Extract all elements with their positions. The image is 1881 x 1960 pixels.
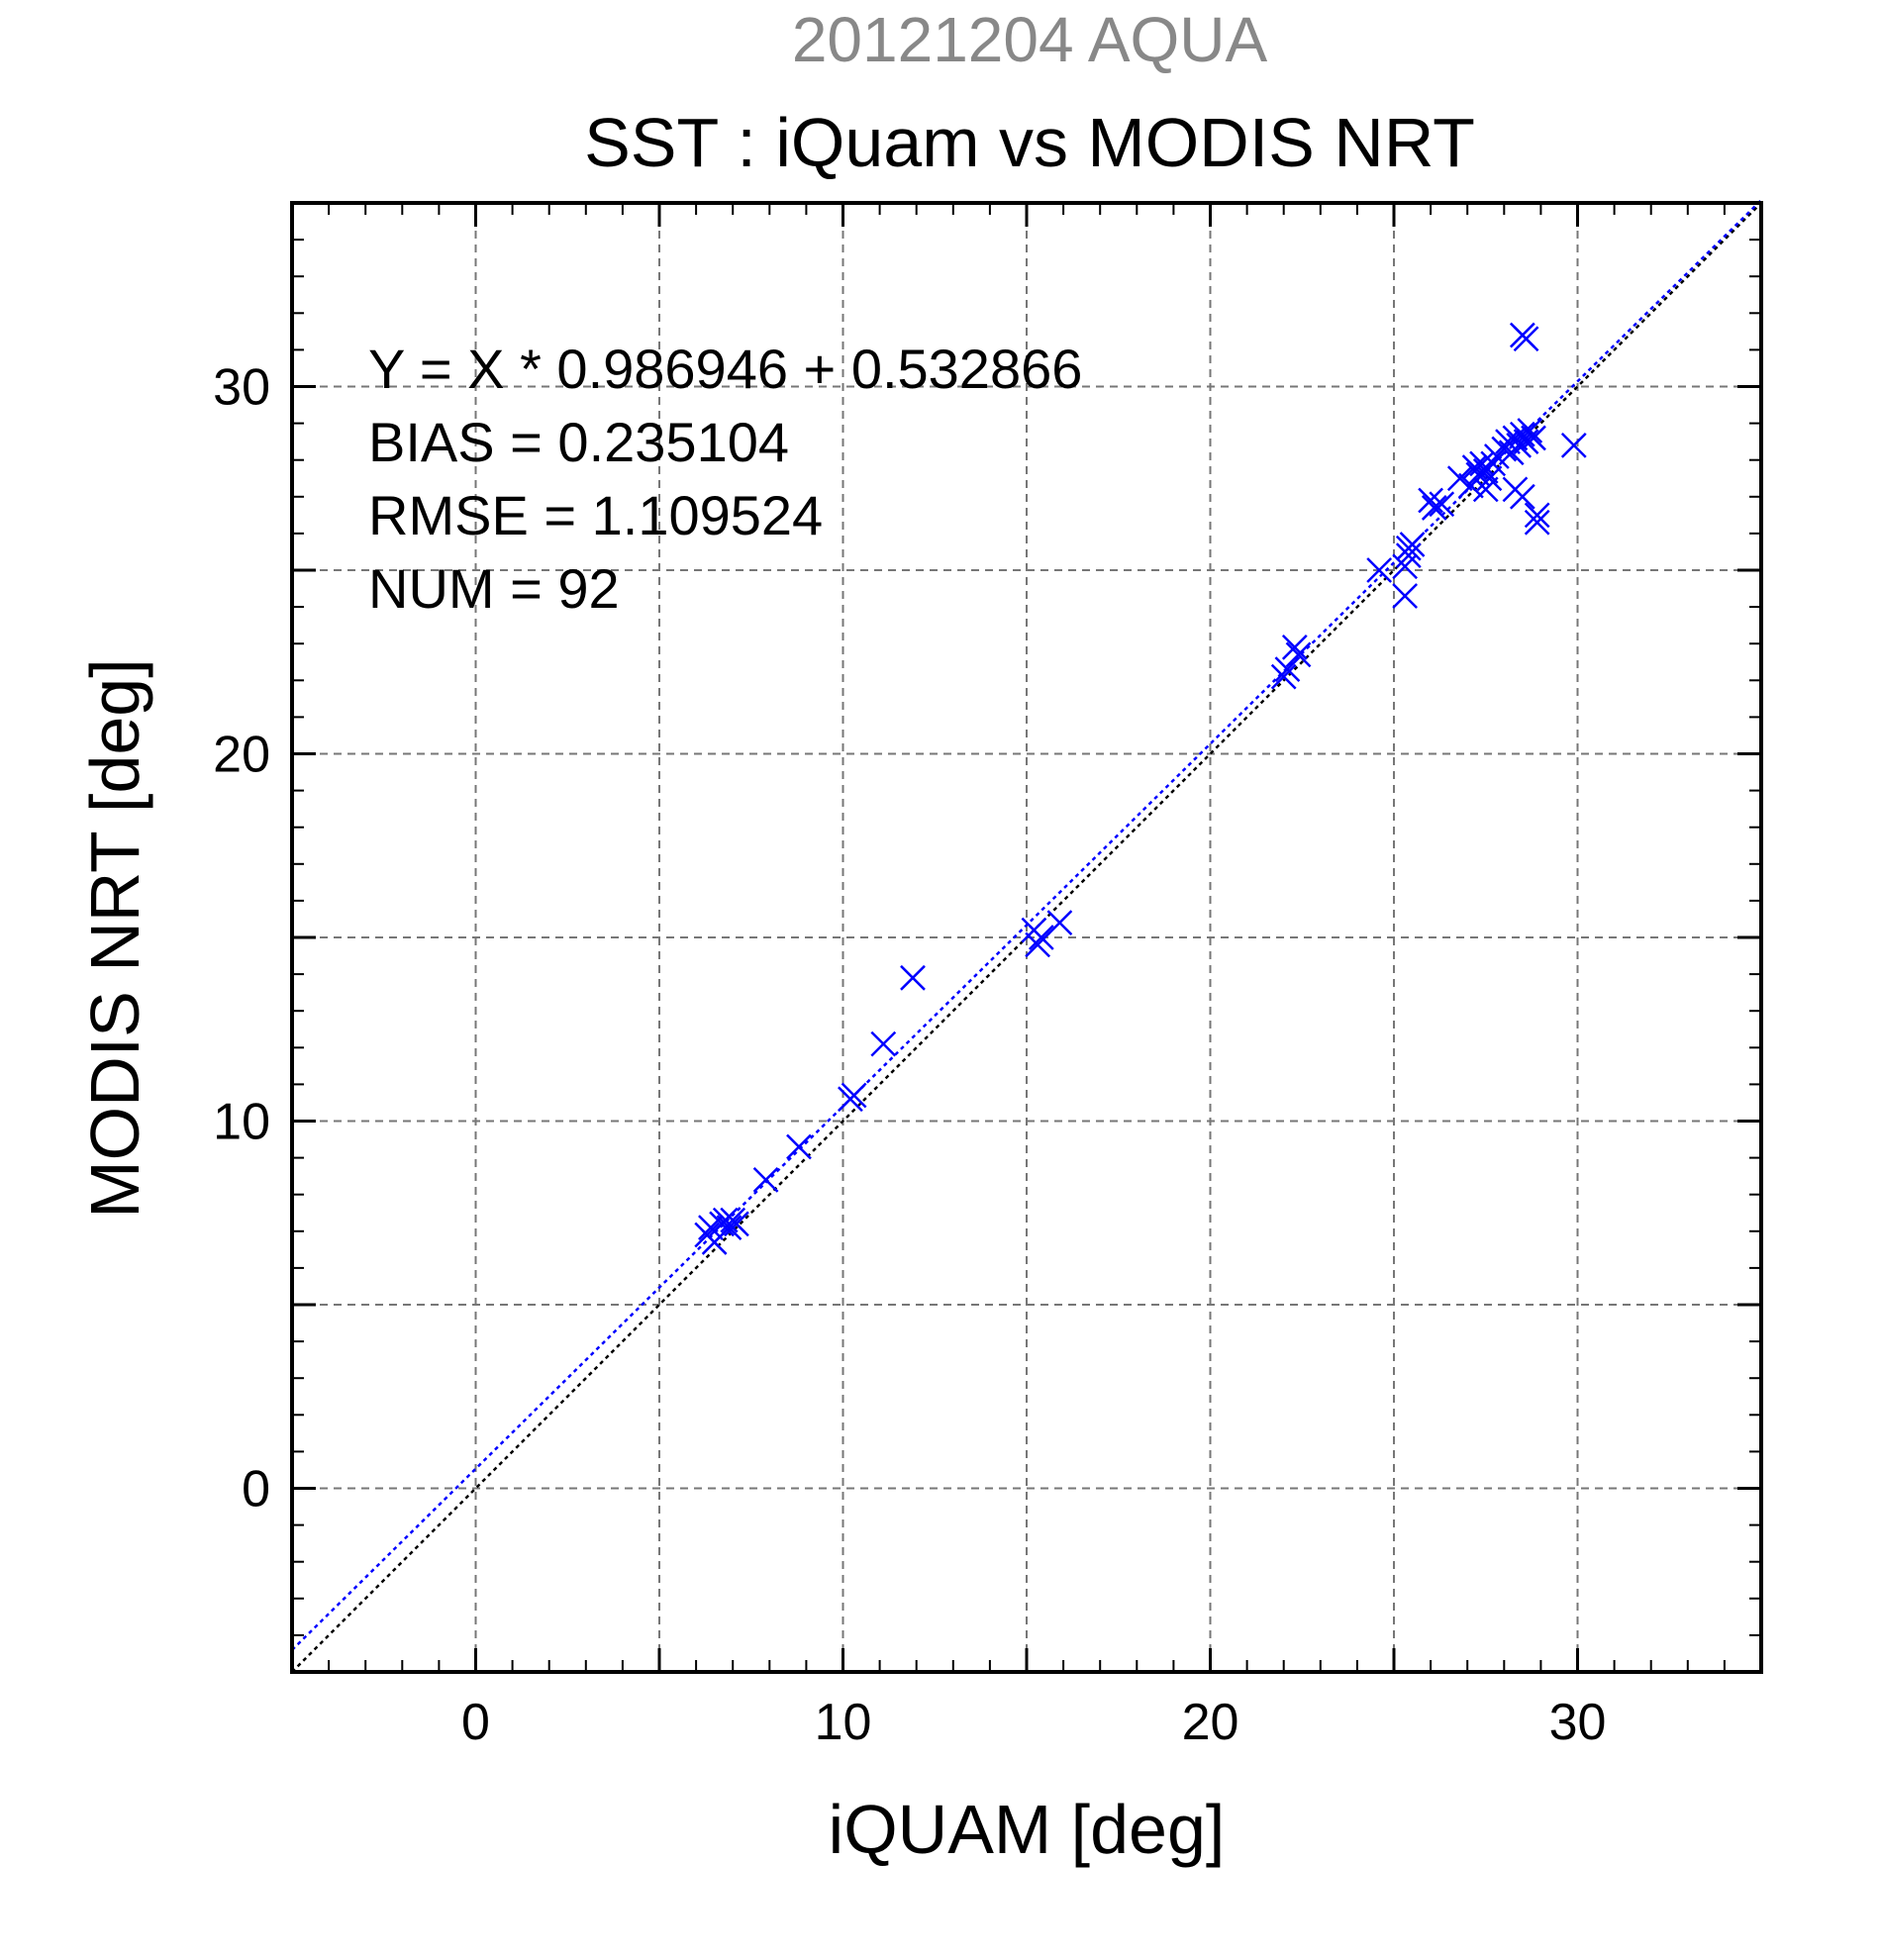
data-point (1517, 418, 1543, 443)
data-point (1270, 663, 1297, 690)
data-point (1524, 502, 1550, 529)
x-tick-label: 20 (1182, 1694, 1239, 1751)
x-tick-label: 0 (461, 1694, 490, 1751)
data-point (724, 1211, 749, 1237)
data-point (1392, 583, 1419, 609)
y-axis-label: MODIS NRT [deg] (76, 658, 153, 1218)
x-tick-label: 30 (1549, 1694, 1607, 1751)
data-point (1509, 483, 1535, 510)
y-tick-label: 20 (213, 727, 270, 784)
y-tick-label: 10 (213, 1094, 270, 1151)
data-point (1366, 557, 1393, 583)
major-ticks (292, 203, 1761, 1672)
data-point (1281, 635, 1308, 660)
x-tick-label: 10 (815, 1694, 872, 1751)
data-point (1046, 910, 1073, 936)
data-point (1028, 925, 1054, 950)
bias-stat: BIAS = 0.235104 (368, 411, 789, 473)
data-point (841, 1082, 867, 1109)
data-point (1285, 641, 1312, 668)
y-tick-label: 0 (242, 1461, 270, 1519)
tick-labels: 0 10 20 30 0 10 20 30 (213, 359, 1606, 1752)
fit-equation: Y = X * 0.986946 + 0.532866 (368, 338, 1082, 400)
num-stat: NUM = 92 (368, 557, 620, 620)
date-title: 20121204 AQUA (792, 4, 1268, 75)
data-point (752, 1166, 779, 1193)
data-point (1274, 656, 1301, 683)
plot-frame (290, 201, 1763, 1674)
data-point (1472, 476, 1499, 503)
data-point (1480, 450, 1507, 477)
y-tick-label: 30 (213, 359, 270, 417)
data-point (716, 1215, 742, 1240)
data-point (1395, 542, 1422, 569)
data-point (1521, 425, 1546, 451)
data-point (786, 1133, 812, 1160)
data-points (694, 322, 1587, 1255)
data-point (1421, 495, 1447, 521)
data-point (1560, 432, 1587, 458)
data-point (1025, 931, 1051, 958)
rmse-stat: RMSE = 1.109524 (368, 484, 823, 546)
data-point (870, 1030, 897, 1057)
data-point (1524, 509, 1550, 536)
data-point (1469, 450, 1495, 477)
data-point (1509, 322, 1535, 348)
x-axis-label: iQUAM [deg] (829, 1791, 1226, 1868)
chart-title: SST : iQuam vs MODIS NRT (584, 104, 1475, 181)
data-point (1429, 491, 1455, 518)
data-point (900, 964, 926, 991)
